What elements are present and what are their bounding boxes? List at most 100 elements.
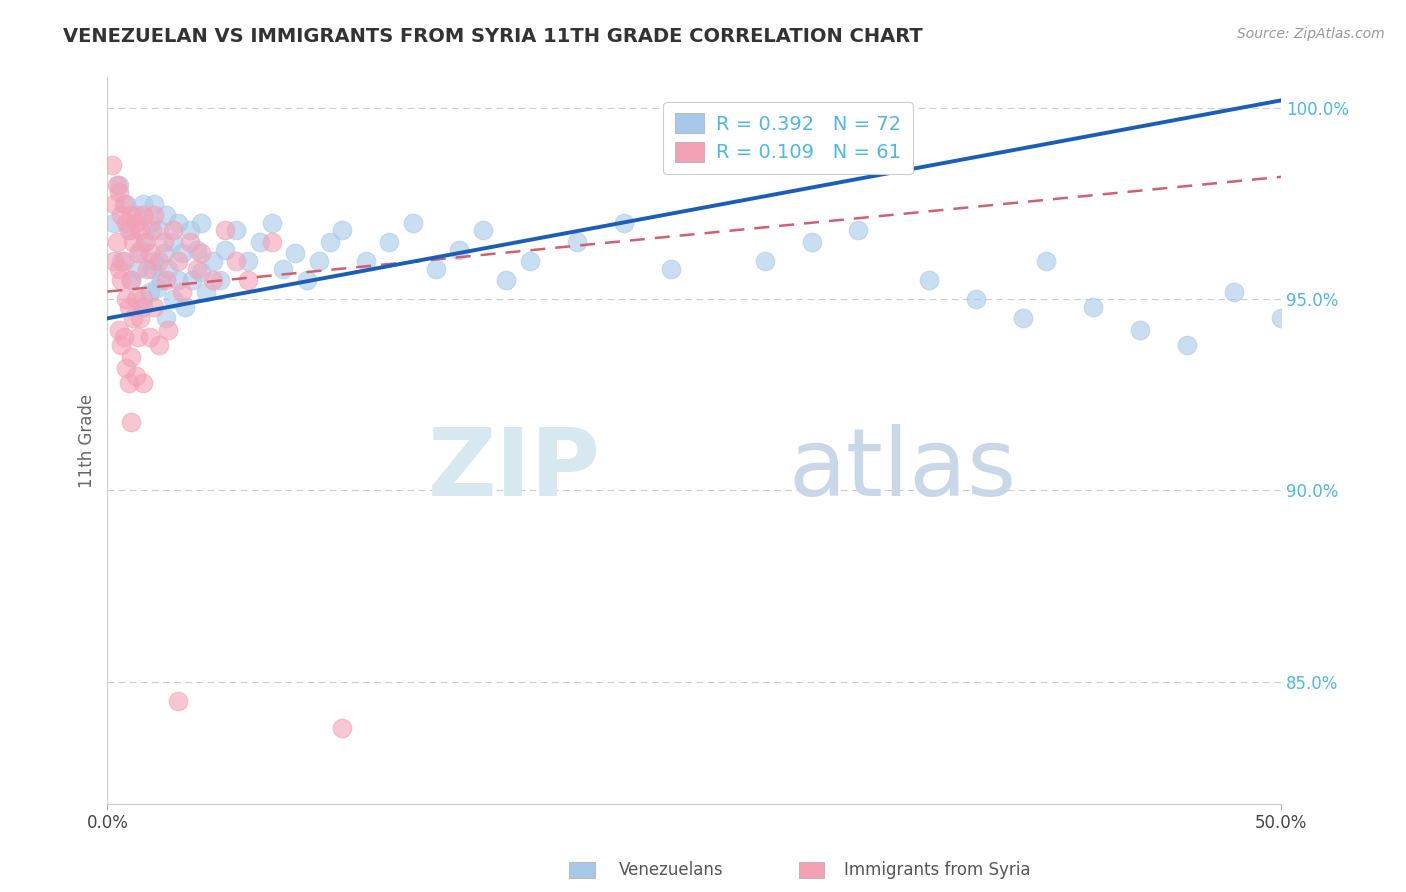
Point xyxy=(108,185,131,199)
Point xyxy=(108,261,131,276)
Point xyxy=(108,178,131,192)
Point xyxy=(129,223,152,237)
Point xyxy=(131,300,153,314)
Point xyxy=(186,261,208,276)
Point xyxy=(330,223,353,237)
Point xyxy=(1083,300,1105,314)
Point xyxy=(565,235,588,249)
Point xyxy=(129,311,152,326)
Point xyxy=(1223,285,1246,299)
Point xyxy=(131,208,153,222)
Text: Source: ZipAtlas.com: Source: ZipAtlas.com xyxy=(1237,27,1385,41)
Point xyxy=(166,254,188,268)
Point xyxy=(194,285,217,299)
Point xyxy=(918,273,941,287)
Point xyxy=(1175,338,1198,352)
Point xyxy=(120,273,142,287)
Point xyxy=(155,208,177,222)
Point xyxy=(273,261,295,276)
Point xyxy=(117,376,139,391)
Point xyxy=(134,235,156,249)
Point xyxy=(103,196,125,211)
Point xyxy=(138,330,160,344)
Point xyxy=(249,235,271,249)
Point xyxy=(131,196,153,211)
Point xyxy=(148,254,170,268)
Point xyxy=(138,246,160,260)
Point xyxy=(112,254,135,268)
Point xyxy=(143,254,166,268)
Point xyxy=(112,330,135,344)
Point xyxy=(238,254,260,268)
Point xyxy=(1129,323,1152,337)
Point xyxy=(101,158,124,172)
Point xyxy=(166,273,188,287)
Point xyxy=(190,265,212,279)
Point xyxy=(152,246,174,260)
Point xyxy=(143,196,166,211)
Point xyxy=(308,254,330,268)
Text: VENEZUELAN VS IMMIGRANTS FROM SYRIA 11TH GRADE CORRELATION CHART: VENEZUELAN VS IMMIGRANTS FROM SYRIA 11TH… xyxy=(63,27,922,45)
Point xyxy=(214,223,236,237)
Point xyxy=(190,216,212,230)
Point xyxy=(495,273,517,287)
Point xyxy=(238,273,260,287)
Point xyxy=(124,216,146,230)
Point xyxy=(127,330,149,344)
Text: ZIP: ZIP xyxy=(427,424,600,516)
Point xyxy=(145,281,167,295)
Point xyxy=(152,235,174,249)
Point xyxy=(425,261,447,276)
Point xyxy=(166,694,188,708)
Point xyxy=(155,273,177,287)
Point xyxy=(155,311,177,326)
Point xyxy=(201,273,224,287)
Point xyxy=(115,292,138,306)
Point xyxy=(143,300,166,314)
Point xyxy=(138,285,160,299)
Point xyxy=(201,254,224,268)
Text: Immigrants from Syria: Immigrants from Syria xyxy=(844,861,1031,879)
Point xyxy=(110,208,132,222)
Point xyxy=(260,235,283,249)
Point xyxy=(110,338,132,352)
Point xyxy=(173,300,195,314)
Point xyxy=(471,223,494,237)
Point xyxy=(150,273,173,287)
Point xyxy=(209,273,232,287)
Point xyxy=(965,292,987,306)
Point xyxy=(449,243,471,257)
Point xyxy=(613,216,636,230)
Point xyxy=(122,311,145,326)
Point xyxy=(134,235,156,249)
Point xyxy=(120,273,142,287)
Point xyxy=(115,216,138,230)
Point xyxy=(162,223,184,237)
Point xyxy=(138,216,160,230)
Point xyxy=(659,261,682,276)
Point xyxy=(848,223,870,237)
Y-axis label: 11th Grade: 11th Grade xyxy=(79,393,96,488)
Point xyxy=(112,196,135,211)
Point xyxy=(172,246,194,260)
Point xyxy=(319,235,342,249)
Point xyxy=(127,246,149,260)
Point xyxy=(148,223,170,237)
Point xyxy=(127,261,149,276)
Point xyxy=(157,323,180,337)
Point xyxy=(378,235,401,249)
Point xyxy=(180,273,202,287)
Point xyxy=(754,254,776,268)
Point xyxy=(136,261,159,276)
Point xyxy=(131,292,153,306)
Point xyxy=(225,254,247,268)
Point xyxy=(1270,311,1292,326)
Point xyxy=(117,300,139,314)
Point xyxy=(110,273,132,287)
Point xyxy=(148,338,170,352)
Point xyxy=(401,216,423,230)
Point xyxy=(124,208,146,222)
Point xyxy=(117,223,139,237)
Point xyxy=(103,216,125,230)
Point xyxy=(295,273,318,287)
